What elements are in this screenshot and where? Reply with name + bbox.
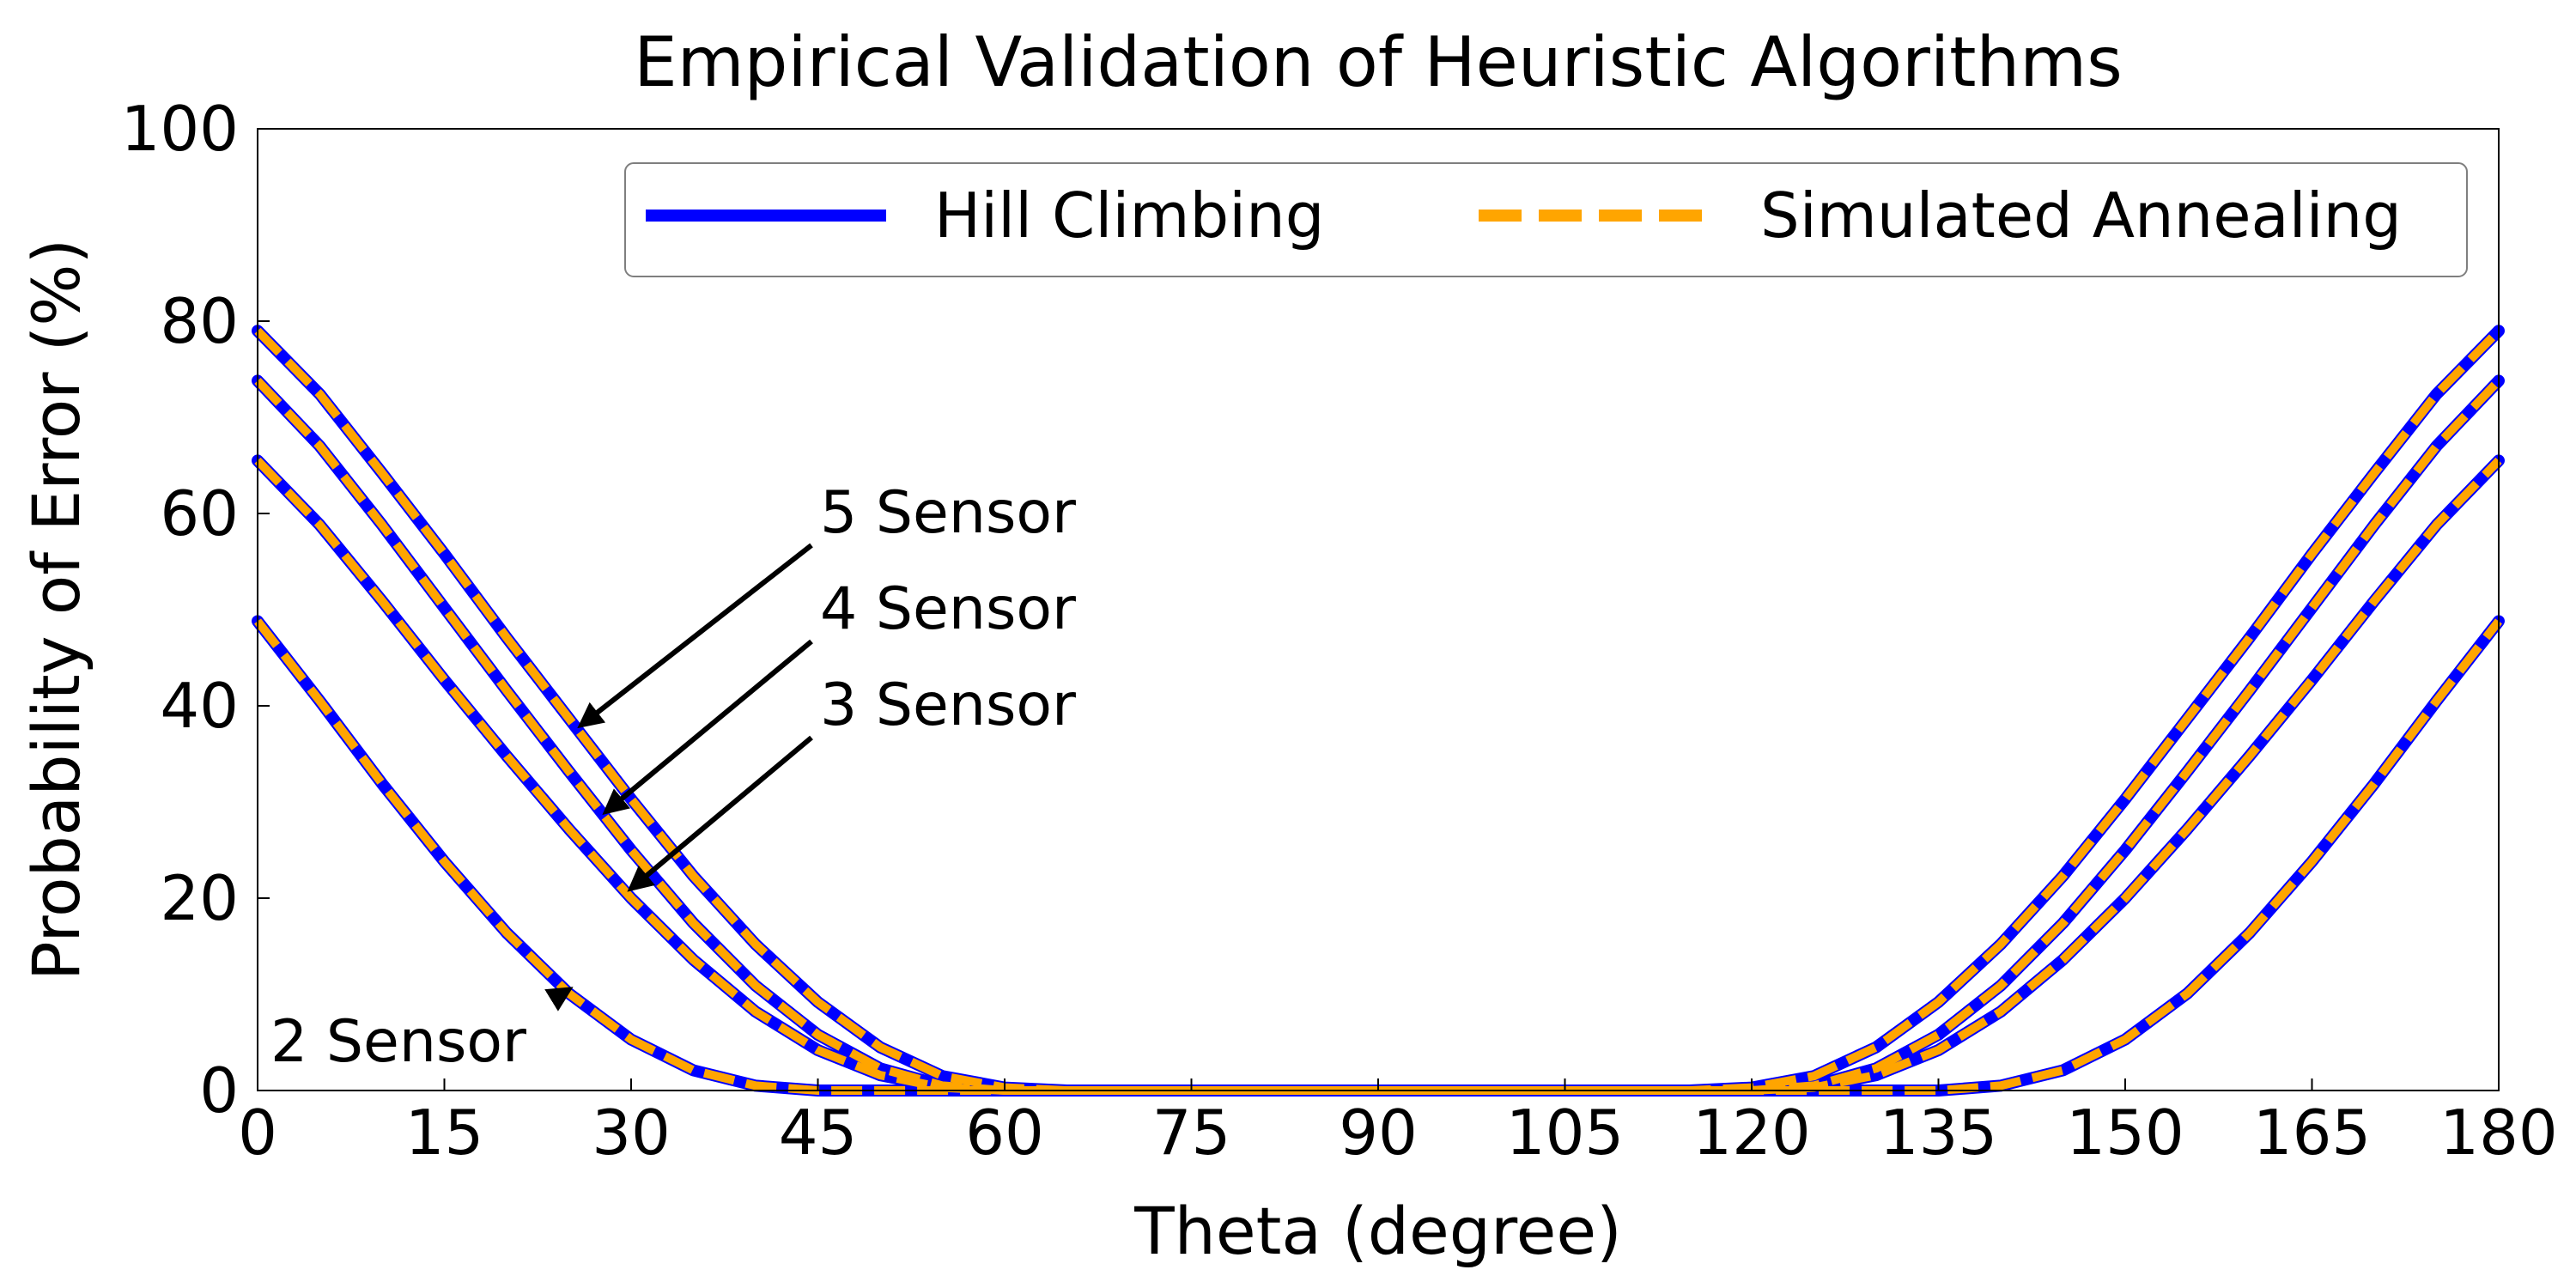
series-simulated-annealing-4-sensor [254,377,2502,1095]
x-tick-label: 150 [2066,1097,2184,1169]
series-hill-climbing-5-sensor [252,325,2505,1097]
y-tick-label: 80 [160,285,239,357]
annotation-label-2-sensor: 2 Sensor [270,1008,526,1076]
x-tick-label: 45 [779,1097,858,1169]
x-tick-label: 30 [592,1097,671,1169]
annotation-label-4-sensor: 4 Sensor [820,575,1076,643]
annotation-label-3-sensor: 3 Sensor [820,671,1076,739]
x-tick-label: 180 [2439,1097,2557,1169]
chart-title: Empirical Validation of Heuristic Algori… [634,22,2123,102]
y-tick-label: 60 [160,477,239,550]
annotation-arrow-2-sensor [544,987,574,1012]
x-tick-label: 75 [1152,1097,1231,1169]
x-tick-label: 105 [1506,1097,1624,1169]
x-tick-label: 165 [2253,1097,2371,1169]
y-tick-label: 100 [121,93,239,165]
series-hill-climbing-4-sensor [252,374,2505,1097]
x-tick-label: 135 [1880,1097,1997,1169]
series-layer [252,325,2505,1097]
y-axis-ticks: 0 20 40 60 80 100 [121,93,270,1127]
x-tick-label: 120 [1692,1097,1810,1169]
y-tick-label: 0 [199,1054,239,1127]
x-tick-label: 0 [238,1097,277,1169]
legend: Hill Climbing Simulated Annealing [624,162,2468,277]
series-simulated-annealing-3-sensor [254,457,2502,1095]
annotation-arrow-5-sensor [577,543,813,729]
x-tick-label: 90 [1339,1097,1418,1169]
annotations: 5 Sensor 4 Sensor 3 Sensor 2 Sensor [270,479,1076,1076]
x-tick-label: 15 [405,1097,484,1169]
legend-label-simulated-annealing: Simulated Annealing [1760,179,2402,252]
y-tick-label: 40 [160,670,239,742]
x-axis-ticks: 0 15 30 45 60 75 90 105 120 135 150 165 180 [238,1078,2558,1169]
y-axis-label: Probability of Error (%) [18,239,94,981]
annotation-arrow-3-sensor [627,735,813,892]
series-simulated-annealing-5-sensor [254,327,2502,1095]
x-tick-label: 60 [965,1097,1044,1169]
series-hill-climbing-3-sensor [252,454,2505,1097]
legend-label-hill-climbing: Hill Climbing [934,179,1325,252]
x-axis-label: Theta (degree) [1133,1193,1622,1269]
series-simulated-annealing-2-sensor [254,618,2502,1095]
y-tick-label: 20 [160,862,239,934]
annotation-arrow-4-sensor [602,639,813,816]
annotation-label-5-sensor: 5 Sensor [820,479,1076,547]
